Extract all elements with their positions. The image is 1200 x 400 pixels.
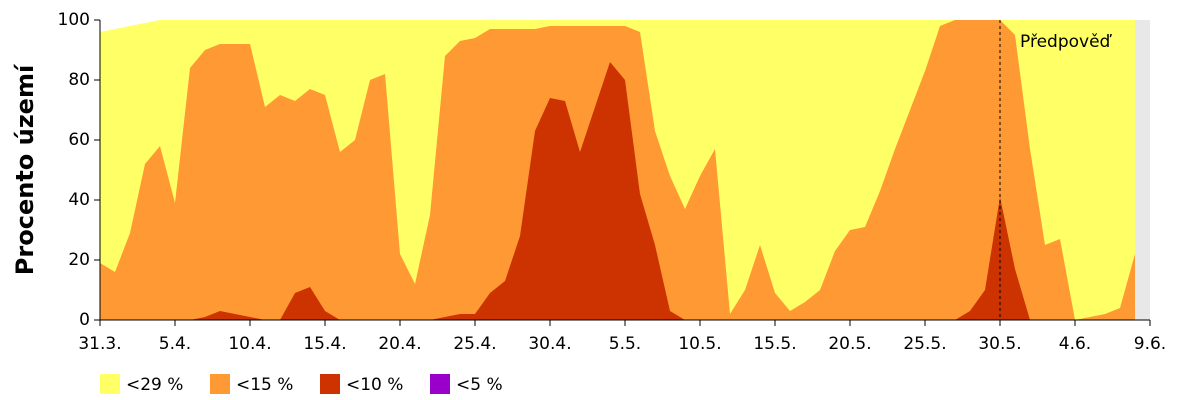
legend-label: <10 % — [346, 375, 403, 395]
y-tick-label: 20 — [68, 250, 90, 270]
no-data-region — [1135, 20, 1150, 320]
y-tick-label: 0 — [79, 310, 90, 330]
y-tick-label: 100 — [58, 10, 90, 30]
x-tick-label: 31.3. — [78, 334, 121, 354]
x-tick-label: 9.6. — [1134, 334, 1166, 354]
x-tick-label: 20.4. — [378, 334, 421, 354]
legend-label: <29 % — [126, 375, 183, 395]
x-tick-label: 15.4. — [303, 334, 346, 354]
x-tick-label: 20.5. — [828, 334, 871, 354]
y-axis-label: Procento území — [11, 63, 39, 275]
y-tick-label: 80 — [68, 70, 90, 90]
legend-swatch — [320, 374, 340, 394]
legend-swatch — [100, 374, 120, 394]
legend-label: <5 % — [456, 375, 503, 395]
x-tick-label: 30.4. — [528, 334, 571, 354]
x-tick-label: 10.5. — [678, 334, 721, 354]
y-tick-label: 40 — [68, 190, 90, 210]
x-tick-label: 25.4. — [453, 334, 496, 354]
x-tick-label: 10.4. — [228, 334, 271, 354]
legend-swatch — [430, 374, 450, 394]
y-tick-label: 60 — [68, 130, 90, 150]
x-tick-label: 4.6. — [1059, 334, 1091, 354]
x-tick-label: 30.5. — [978, 334, 1021, 354]
legend-label: <15 % — [236, 375, 293, 395]
legend-swatch — [210, 374, 230, 394]
x-tick-label: 5.5. — [609, 334, 641, 354]
x-tick-label: 15.5. — [753, 334, 796, 354]
x-tick-label: 25.5. — [903, 334, 946, 354]
area — [100, 62, 1135, 320]
forecast-label: Předpověď — [1020, 32, 1113, 52]
x-tick-label: 5.4. — [159, 334, 191, 354]
